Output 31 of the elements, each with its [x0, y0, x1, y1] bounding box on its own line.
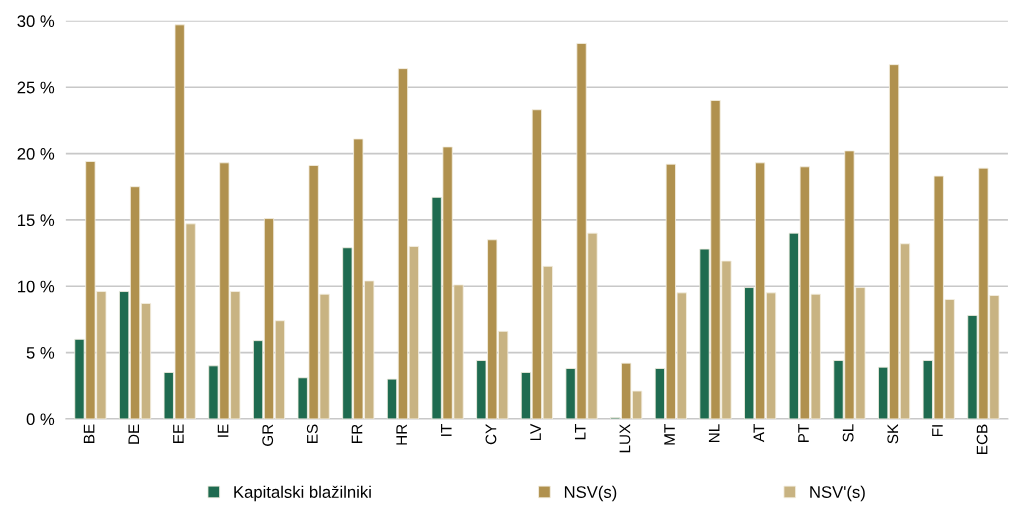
y-tick-label: 5 % — [26, 347, 55, 359]
y-tick-label: 10 % — [18, 280, 55, 293]
x-tick-label: FR — [351, 424, 363, 443]
x-tick-label: ECB — [976, 424, 988, 454]
y-tick-label: 0 % — [26, 413, 55, 426]
x-tick-label: LT — [574, 424, 586, 440]
y-tick-label: 25 % — [17, 81, 55, 94]
legend-label: Kapitalski blažilniki — [234, 485, 371, 502]
x-tick-label: SK — [887, 423, 899, 444]
y-tick-label: 15 % — [18, 214, 55, 227]
y-tick-label: 30 % — [17, 15, 55, 28]
x-tick-label: FI — [932, 425, 943, 437]
legend-label: NSV(s) — [564, 485, 617, 502]
x-tick-label: HR — [396, 424, 407, 445]
x-tick-label: PT — [798, 424, 809, 443]
x-tick-label: EE — [173, 424, 184, 443]
x-tick-label: LUX — [619, 424, 631, 453]
x-tick-label: MT — [664, 424, 675, 445]
x-tick-label: DE — [128, 424, 139, 444]
x-tick-label: GR — [262, 424, 274, 446]
y-tick-label: 20 % — [17, 147, 55, 160]
x-tick-label: CY — [485, 424, 497, 445]
x-tick-label: SL — [842, 424, 854, 442]
x-tick-label: IE — [217, 424, 229, 437]
legend-label: NSV'(s) — [810, 485, 865, 502]
x-tick-label: LV — [530, 423, 541, 441]
x-tick-label: ES — [306, 424, 318, 443]
x-tick-label: IT — [441, 424, 452, 436]
x-tick-label: BE — [83, 424, 95, 443]
x-tick-label: NL — [708, 424, 720, 443]
x-tick-label: AT — [753, 424, 765, 443]
